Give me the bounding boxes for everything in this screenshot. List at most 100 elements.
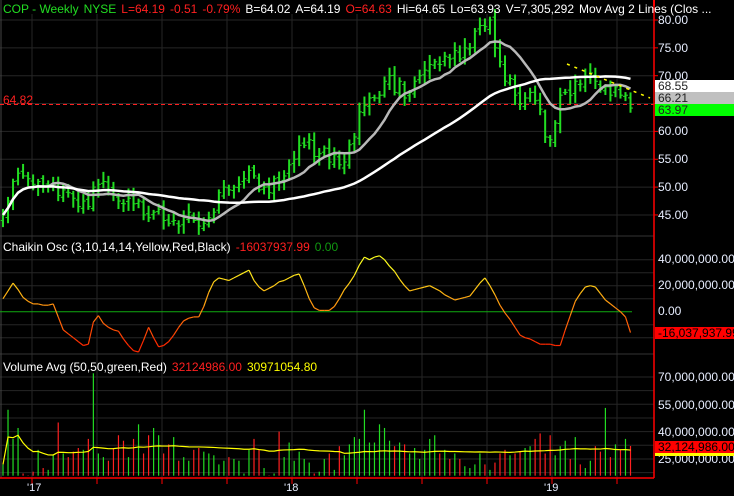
chaikin-segment: [374, 255, 380, 258]
chaikin-segment: [464, 295, 471, 298]
chaikin-segment: [7, 282, 14, 292]
chaikin-segment: [12, 282, 19, 290]
chaikin-segment: [117, 330, 124, 340]
chaikin-segment: [52, 303, 59, 318]
chaikin-segment: [203, 292, 210, 307]
chaikin-segment: [258, 286, 265, 292]
chaikin-segment: [409, 289, 415, 292]
chaikin-segment: [484, 277, 491, 287]
chaikin-segment: [248, 269, 255, 281]
chaikin-segment: [243, 269, 250, 274]
chaikin-segment: [585, 285, 591, 288]
exchange-label: NYSE: [83, 2, 117, 16]
chaikin-segment: [599, 293, 606, 301]
chaikin-segment: [188, 316, 194, 319]
chaikin-segment: [429, 285, 435, 289]
volume-value: 32124986.00: [171, 360, 242, 374]
volume-tick: 25,000,000.00: [658, 452, 734, 466]
chaikin-segment: [72, 337, 79, 343]
chaikin-segment: [308, 298, 315, 309]
chaikin-segment: [479, 277, 486, 284]
chaikin-segment: [343, 282, 350, 290]
chaikin-segment: [529, 338, 536, 343]
chaikin-segment: [238, 272, 245, 276]
chaikin-segment: [48, 303, 54, 306]
symbol-label: COP - Weekly: [3, 2, 79, 16]
chaikin-segment: [559, 329, 566, 346]
chaikin-segment: [384, 259, 391, 267]
ma-slow-line: [1, 75, 631, 216]
chaikin-segment: [253, 280, 260, 288]
chaikin-segment: [328, 306, 335, 311]
chaikin-segment: [333, 298, 340, 307]
chaikin-segment: [358, 256, 365, 266]
price-tick: 45.00: [658, 208, 689, 222]
chaikin-segment: [83, 343, 89, 347]
chaikin-segment: [499, 304, 506, 314]
ma-fast-line: [1, 40, 632, 223]
chaikin-segment: [37, 303, 44, 306]
chaikin-segment: [198, 306, 205, 318]
chaikin-segment: [439, 290, 446, 296]
price-header: COP - Weekly NYSE L=64.19 -0.51 -0.79% B=64.0…: [3, 2, 717, 16]
change: -0.51: [169, 2, 198, 16]
chaikin-segment: [273, 281, 280, 287]
chaikin-segment: [77, 341, 84, 346]
ma-fast-last-label: 66.21: [655, 92, 734, 104]
chaikin-segment: [133, 350, 139, 353]
chaikin-segment: [163, 341, 170, 346]
chaikin-segment: [218, 277, 225, 280]
volume: V=7,305,292: [505, 2, 575, 16]
chaikin-segment: [87, 321, 94, 345]
chaikin-segment: [178, 320, 185, 328]
chaikin-value: -16037937.99: [235, 240, 310, 254]
chaikin-segment: [158, 344, 164, 348]
chaikin-segment: [534, 341, 541, 345]
chaikin-segment: [17, 289, 24, 298]
close-last-label: 63.97: [655, 104, 734, 116]
volume-title: Volume Avg (50,50,green,Red): [3, 360, 167, 374]
chaikin-segment: [268, 285, 275, 289]
chaikin-segment: [414, 287, 420, 291]
volume-header: Volume Avg (50,50,green,Red) 32124986.00 3…: [3, 360, 322, 374]
chaikin-segment: [148, 327, 155, 338]
volume-tick: 70,000,000.00: [658, 370, 734, 384]
chaikin-segment: [489, 285, 496, 296]
x-tick-2017: '17: [27, 482, 42, 494]
chaikin-segment: [610, 303, 616, 309]
ask: A=64.19: [295, 2, 341, 16]
chaikin-segment: [369, 256, 375, 261]
ma-slow-last-label: 68.55: [655, 80, 734, 92]
chaikin-segment: [404, 285, 411, 292]
chaikin-segment: [474, 282, 481, 290]
chaikin-segment: [364, 256, 370, 261]
chaikin-segment: [444, 294, 451, 298]
volume-last-label: 32,124,986.00: [655, 441, 734, 456]
chaikin-segment: [605, 299, 611, 305]
chaikin-segment: [213, 277, 220, 283]
chaikin-segment: [278, 279, 285, 283]
trendline: [566, 63, 651, 99]
low: Lo=63.93: [450, 2, 501, 16]
volume-tick: 55,000,000.00: [658, 398, 734, 412]
change-pct: -0.79%: [202, 2, 241, 16]
price-tick: 60.00: [658, 124, 689, 138]
chaikin-segment: [459, 296, 465, 300]
chaikin-title: Chaikin Osc (3,10,14,14,Yellow,Red,Black…: [3, 240, 231, 254]
chaikin-segment: [108, 326, 114, 331]
chaikin-segment: [62, 329, 69, 335]
chaikin-segment: [353, 264, 360, 276]
chaikin-segment: [143, 327, 150, 341]
chaikin-segment: [123, 338, 129, 346]
reference-line-label: 64.82: [3, 93, 34, 107]
chaikin-tick: 40,000,000.00: [658, 252, 734, 266]
chaikin-segment: [294, 273, 300, 276]
chaikin-segment: [128, 345, 134, 352]
chaikin-segment: [590, 285, 596, 288]
chaikin-segment: [454, 298, 460, 301]
chaikin-segment: [379, 255, 385, 261]
x-tick-2018: '18: [284, 482, 299, 494]
chaikin-segment: [399, 278, 406, 287]
